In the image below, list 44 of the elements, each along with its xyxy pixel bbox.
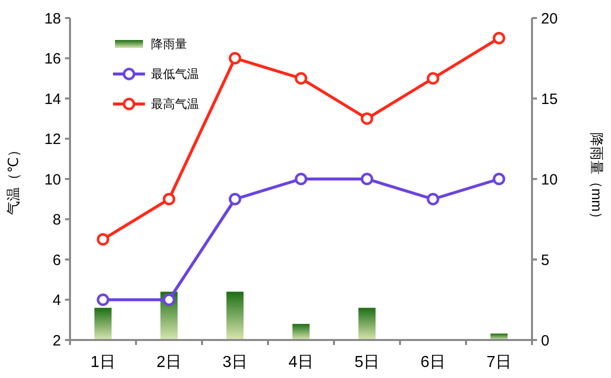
point <box>228 192 242 206</box>
x-tick-label: 6日 <box>420 354 446 371</box>
x-tick-label: 2日 <box>156 354 182 371</box>
y-tick-label: 16 <box>44 50 61 68</box>
y2-tick-label: 20 <box>541 10 558 28</box>
y-tick-label: 2 <box>52 332 61 350</box>
y2-tick-label: 10 <box>541 171 558 188</box>
point <box>426 72 440 85</box>
point <box>294 72 308 85</box>
point <box>294 172 308 186</box>
y-axis-title: 气温（℃） <box>5 143 21 215</box>
point <box>426 192 440 206</box>
y-tick-label: 4 <box>52 292 61 309</box>
y2-tick-label: 0 <box>541 332 550 350</box>
bar <box>226 292 244 340</box>
y-tick-label: 12 <box>44 131 61 148</box>
y-tick-label: 8 <box>52 212 61 228</box>
y2-tick-label: 15 <box>541 90 558 108</box>
point <box>360 172 374 186</box>
x-tick-label: 4日 <box>288 354 314 371</box>
y2-axis-title: 降雨量（mm） <box>589 132 605 226</box>
y-tick-label: 18 <box>44 10 61 28</box>
point <box>492 32 506 44</box>
point <box>228 52 242 64</box>
point <box>360 112 374 125</box>
legend-label: 最低气温 <box>151 67 199 82</box>
x-tick-label: 1日 <box>90 354 116 371</box>
bar <box>94 308 112 340</box>
point <box>162 294 176 306</box>
legend-label: 最高气温 <box>151 97 199 112</box>
y-tick-label: 14 <box>44 90 61 108</box>
y2-tick-label: 5 <box>541 252 550 269</box>
point <box>96 294 110 306</box>
point <box>96 233 110 246</box>
legend-label: 降雨量 <box>151 37 187 52</box>
x-tick-label: 7日 <box>486 354 512 371</box>
x-tick-label: 5日 <box>354 354 380 371</box>
x-tick-label: 3日 <box>222 354 248 371</box>
y-tick-label: 6 <box>52 252 61 269</box>
bar <box>358 308 376 340</box>
point <box>162 192 176 206</box>
point <box>492 172 506 186</box>
bar <box>292 324 310 340</box>
y-tick-label: 10 <box>44 171 61 188</box>
